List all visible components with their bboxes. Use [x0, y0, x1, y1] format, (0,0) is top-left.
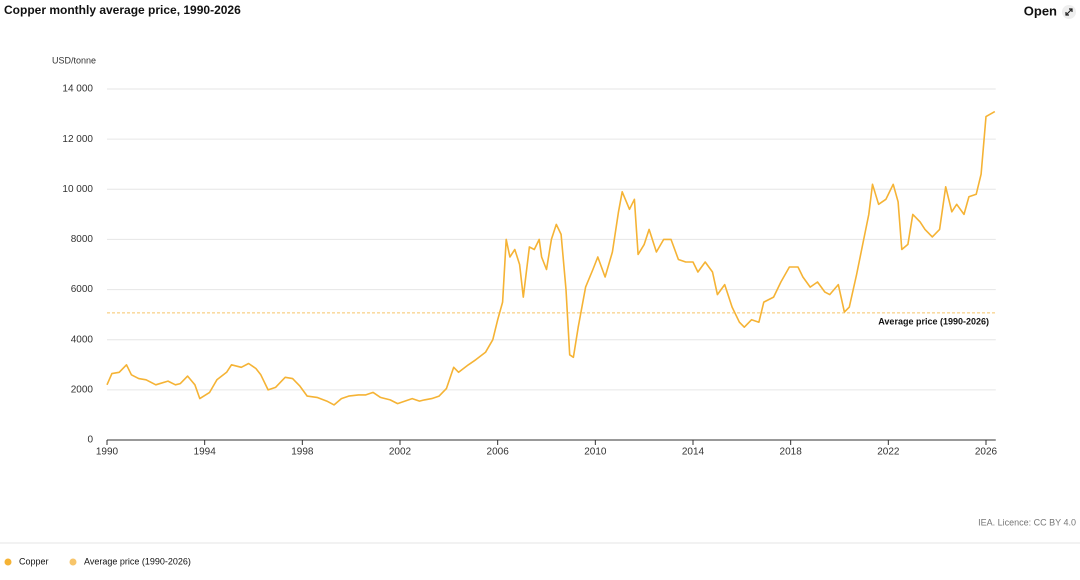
open-label[interactable]: Open [1024, 3, 1057, 18]
x-tick-label: 2026 [975, 447, 998, 458]
x-tick-label: 2002 [389, 447, 412, 458]
y-tick-label: 0 [87, 435, 93, 446]
legend-marker [69, 558, 77, 566]
x-tick-label: 1994 [194, 447, 217, 458]
y-tick-label: 8000 [71, 234, 94, 245]
y-tick-label: 4000 [71, 334, 94, 345]
legend-label: Average price (1990-2026) [84, 556, 191, 566]
y-tick-label: 2000 [71, 384, 94, 395]
y-tick-label: 12 000 [62, 134, 93, 145]
chart-title: Copper monthly average price, 1990-2026 [4, 3, 241, 17]
open-button[interactable]: Open [1024, 3, 1076, 19]
x-tick-label: 1990 [96, 447, 119, 458]
x-tick-label: 2022 [877, 447, 900, 458]
x-tick-label: 2014 [682, 447, 705, 458]
open-icon-arrow[interactable] [1065, 8, 1073, 16]
x-tick-label: 2010 [584, 447, 607, 458]
y-tick-label: 6000 [71, 284, 94, 295]
x-tick-label: 1998 [291, 447, 314, 458]
source: IEA. Licence: CC BY 4.0 [978, 517, 1076, 527]
y-axis-label: USD/tonne [52, 55, 96, 65]
y-tick-label: 14 000 [62, 84, 93, 95]
price-line [106, 110, 996, 406]
legend-marker [4, 558, 12, 566]
legend-label: Copper [19, 556, 49, 566]
y-tick-label: 10 000 [62, 184, 93, 195]
average-annotation: Average price (1990-2026) [878, 316, 989, 326]
x-tick-label: 2006 [487, 447, 510, 458]
x-tick-label: 2018 [780, 447, 803, 458]
